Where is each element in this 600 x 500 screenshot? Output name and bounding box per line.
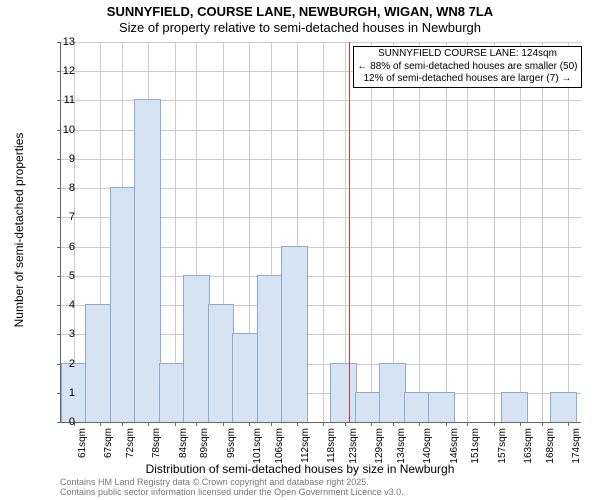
y-tick-label: 1 <box>45 387 75 399</box>
x-tick-label: 163sqm <box>523 428 534 464</box>
x-tick-label: 174sqm <box>571 428 582 464</box>
histogram-bar <box>110 187 136 422</box>
y-tick-label: 12 <box>45 65 75 77</box>
y-tick-label: 8 <box>45 182 75 194</box>
x-tick-label: 101sqm <box>252 428 263 464</box>
gridline-vertical <box>520 42 521 422</box>
x-tick-label: 123sqm <box>348 428 359 464</box>
gridline-vertical <box>323 42 324 422</box>
chart-container: SUNNYFIELD, COURSE LANE, NEWBURGH, WIGAN… <box>0 0 600 500</box>
histogram-bar <box>208 304 234 422</box>
annotation-line-2: ← 88% of semi-detached houses are smalle… <box>357 61 577 74</box>
y-tick-label: 11 <box>45 94 75 106</box>
x-tick-label: 118sqm <box>326 428 337 463</box>
x-tick-label: 157sqm <box>497 428 508 464</box>
gridline-vertical <box>419 42 420 422</box>
y-tick-label: 7 <box>45 211 75 223</box>
gridline-vertical <box>542 42 543 422</box>
histogram-bar <box>281 246 307 422</box>
y-tick-label: 4 <box>45 299 75 311</box>
x-tick-label: 168sqm <box>545 428 556 464</box>
histogram-bar <box>355 392 381 422</box>
plot-area: SUNNYFIELD COURSE LANE: 124sqm← 88% of s… <box>60 42 581 423</box>
x-tick-label: 134sqm <box>396 428 407 464</box>
x-tick-label: 95sqm <box>226 428 237 458</box>
attribution-line-2: Contains public sector information licen… <box>60 488 404 498</box>
histogram-bar <box>232 333 258 422</box>
histogram-bar <box>85 304 111 422</box>
gridline-vertical <box>494 42 495 422</box>
y-tick-label: 6 <box>45 241 75 253</box>
y-tick-label: 3 <box>45 328 75 340</box>
x-tick-label: 61sqm <box>77 428 88 458</box>
annotation-box: SUNNYFIELD COURSE LANE: 124sqm← 88% of s… <box>353 46 581 88</box>
histogram-bar <box>257 275 283 422</box>
annotation-line-1: SUNNYFIELD COURSE LANE: 124sqm <box>357 48 577 61</box>
x-tick-label: 89sqm <box>199 428 210 458</box>
y-tick-label: 0 <box>45 416 75 428</box>
histogram-bar <box>159 363 185 422</box>
x-tick-label: 112sqm <box>300 428 311 463</box>
y-tick-label: 9 <box>45 153 75 165</box>
y-tick-label: 2 <box>45 358 75 370</box>
histogram-bar <box>404 392 430 422</box>
histogram-bar <box>330 363 356 422</box>
attribution-text: Contains HM Land Registry data © Crown c… <box>60 478 404 498</box>
y-tick-label: 5 <box>45 270 75 282</box>
x-tick-label: 67sqm <box>103 428 114 458</box>
x-tick-label: 151sqm <box>470 428 481 464</box>
histogram-bar <box>550 392 576 422</box>
histogram-bar <box>379 363 405 422</box>
annotation-line-3: 12% of semi-detached houses are larger (… <box>357 73 577 86</box>
y-axis-label: Number of semi-detached properties <box>12 133 26 328</box>
gridline-vertical <box>568 42 569 422</box>
x-tick-label: 106sqm <box>274 428 285 464</box>
gridline-vertical <box>446 42 447 422</box>
reference-line <box>349 42 350 422</box>
x-tick-label: 140sqm <box>422 428 433 464</box>
gridline-horizontal <box>61 42 581 43</box>
gridline-vertical <box>371 42 372 422</box>
histogram-bar <box>428 392 454 422</box>
x-tick-label: 78sqm <box>151 428 162 458</box>
chart-title-main: SUNNYFIELD, COURSE LANE, NEWBURGH, WIGAN… <box>0 4 600 19</box>
x-tick-label: 84sqm <box>178 428 189 458</box>
x-tick-label: 129sqm <box>374 428 385 464</box>
x-tick-label: 72sqm <box>125 428 136 458</box>
chart-title-sub: Size of property relative to semi-detach… <box>0 20 600 35</box>
histogram-bar <box>183 275 209 422</box>
y-tick-label: 13 <box>45 36 75 48</box>
y-tick-label: 10 <box>45 124 75 136</box>
gridline-vertical <box>467 42 468 422</box>
x-tick-label: 146sqm <box>449 428 460 464</box>
x-axis-label: Distribution of semi-detached houses by … <box>0 462 600 476</box>
histogram-bar <box>134 99 160 422</box>
histogram-bar <box>501 392 527 422</box>
